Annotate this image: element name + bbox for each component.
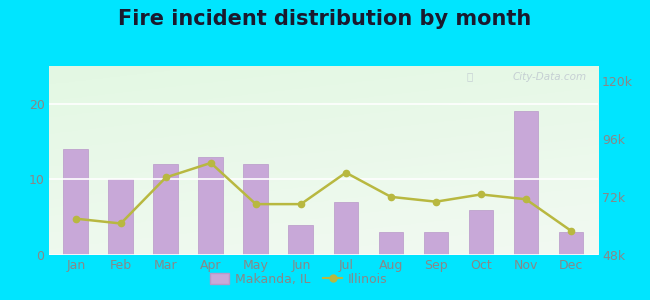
Bar [469,210,493,255]
Bar [558,232,583,255]
Bar [198,157,223,255]
Bar [109,179,133,255]
Bar [153,164,178,255]
Bar [333,202,358,255]
Text: City-Data.com: City-Data.com [513,72,587,82]
Bar [424,232,448,255]
Bar [244,164,268,255]
Bar [289,225,313,255]
Text: Fire incident distribution by month: Fire incident distribution by month [118,9,532,29]
Bar [378,232,403,255]
Bar [64,149,88,255]
Text: ⓘ: ⓘ [466,72,473,82]
Bar [514,111,538,255]
Legend: Makanda, IL, Illinois: Makanda, IL, Illinois [205,268,393,291]
